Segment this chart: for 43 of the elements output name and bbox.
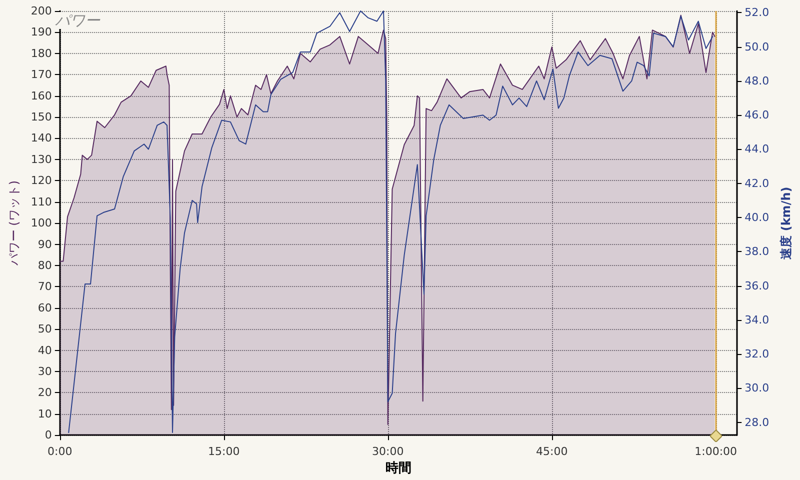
- y2-tick-label: 32.0: [744, 348, 770, 361]
- y2-tick-label: 50.0: [744, 40, 770, 54]
- y2-tick-label: 46.0: [744, 108, 770, 122]
- y2-tick-label: 52.0: [744, 6, 770, 20]
- x-tick-label: 45:00: [536, 445, 568, 458]
- y-tick-label: 10: [38, 407, 52, 420]
- y2-tick-label: 42.0: [744, 176, 770, 190]
- y2-tick-label: 28.0: [744, 416, 770, 429]
- y-tick-label: 150: [30, 110, 52, 124]
- y2-tick-label: 36.0: [744, 279, 770, 292]
- x-tick-label: 15:00: [208, 445, 240, 458]
- y-tick-label: 80: [38, 258, 52, 272]
- y-tick-label: 110: [30, 195, 52, 208]
- y-tick-label: 120: [30, 174, 52, 188]
- x-tick-label: 30:00: [372, 445, 404, 458]
- y-tick-label: 140: [30, 132, 52, 145]
- y-tick-label: 20: [38, 386, 52, 400]
- y-tick-label: 160: [30, 89, 52, 102]
- x-tick-label: 1:00:00: [694, 445, 738, 458]
- chart-title: パワー: [55, 12, 101, 30]
- y-axis-title: パワー (ワット): [7, 180, 21, 267]
- y-tick-label: 40: [38, 344, 52, 357]
- y-tick-label: 50: [38, 322, 52, 336]
- y2-tick-label: 30.0: [744, 382, 770, 395]
- y2-tick-label: 40.0: [744, 211, 770, 224]
- y-tick-label: 0: [44, 428, 52, 442]
- x-axis-title: 時間: [385, 461, 412, 476]
- y-tick-label: 130: [30, 152, 52, 166]
- y2-tick-label: 38.0: [744, 245, 770, 258]
- y-tick-label: 170: [30, 68, 52, 82]
- y2-tick-label: 34.0: [744, 313, 770, 326]
- y-tick-label: 200: [30, 4, 52, 18]
- y-tick-label: 190: [30, 26, 52, 39]
- y-tick-label: 60: [38, 301, 52, 314]
- y-tick-label: 180: [30, 46, 52, 60]
- y-tick-label: 30: [38, 364, 52, 378]
- y-tick-label: 100: [30, 216, 52, 230]
- y-tick-label: 90: [38, 238, 52, 251]
- y-tick-label: 70: [38, 280, 52, 294]
- y2-tick-label: 48.0: [744, 74, 770, 88]
- x-tick-label: 0:00: [48, 445, 72, 458]
- y2-axis-title: 速度 (km/h): [779, 186, 793, 260]
- y2-tick-label: 44.0: [744, 142, 770, 156]
